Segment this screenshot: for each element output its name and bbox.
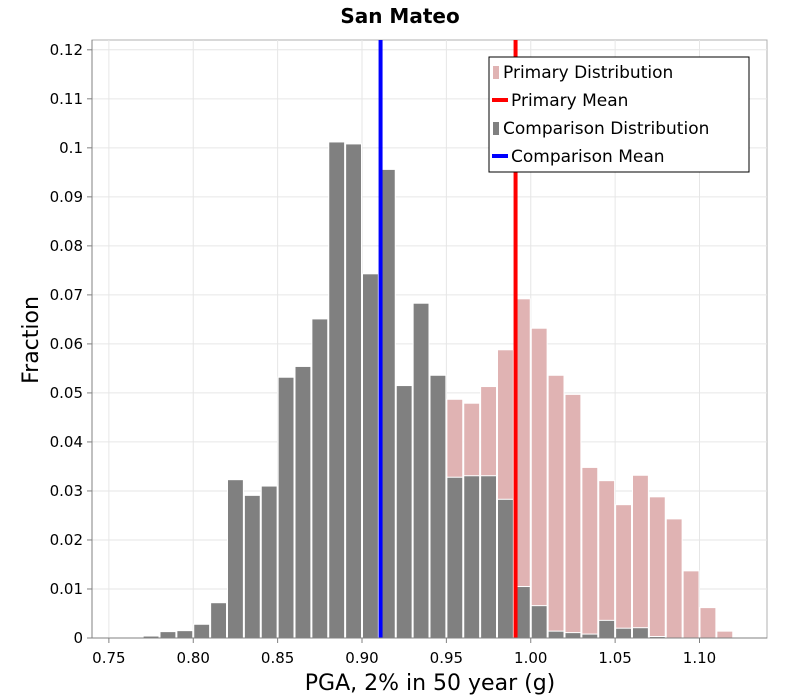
legend-label: Primary Distribution — [503, 63, 673, 83]
legend-swatch — [493, 122, 499, 135]
y-tick-label: 0.02 — [50, 531, 83, 549]
comparison-bar — [497, 498, 514, 639]
y-tick-labels: 0 0.01 0.02 0.03 0.04 0.05 0.06 0.07 0.08 0.09 0.1… — [50, 41, 92, 647]
primary-bar — [716, 630, 734, 639]
primary-bar — [564, 393, 582, 639]
x-tick-label: 1.00 — [514, 649, 547, 667]
comparison-bar — [632, 627, 649, 639]
x-tick-label: 0.80 — [177, 649, 210, 667]
y-tick-label: 0.04 — [50, 433, 83, 451]
comparison-bar — [243, 494, 261, 639]
primary-bar — [547, 374, 565, 639]
comparison-bar — [564, 632, 582, 639]
primary-bar — [648, 496, 666, 639]
x-tick-label: 1.10 — [683, 649, 716, 667]
y-tick-label: 0.01 — [50, 580, 83, 598]
legend-label: Comparison Distribution — [503, 119, 709, 139]
comparison-bar — [260, 485, 278, 639]
x-tick-label: 0.85 — [261, 649, 294, 667]
primary-bar — [598, 480, 616, 639]
primary-bar — [615, 504, 632, 639]
comparison-bar — [159, 631, 177, 639]
primary-bar — [665, 518, 683, 639]
comparison-bar — [463, 475, 481, 639]
comparison-bar — [581, 633, 599, 639]
comparison-bar — [615, 627, 632, 639]
y-tick-label: 0.07 — [50, 286, 83, 304]
y-axis-label: Fraction — [19, 296, 44, 384]
y-tick-label: 0.09 — [50, 188, 83, 206]
legend: Primary Distribution Primary Mean Comparis… — [488, 56, 750, 173]
comparison-bar — [277, 376, 295, 639]
comparison-bar — [480, 475, 497, 639]
chart-title: San Mateo — [340, 4, 459, 28]
y-tick-label: 0.06 — [50, 335, 83, 353]
x-tick-label: 1.05 — [598, 649, 631, 667]
comparison-bar — [412, 302, 430, 639]
y-tick-label: 0.03 — [50, 482, 83, 500]
y-tick-label: 0.08 — [50, 237, 83, 255]
comparison-distribution-bars — [108, 141, 666, 639]
x-axis-label: PGA, 2% in 50 year (g) — [305, 671, 556, 696]
comparison-bar — [227, 479, 244, 639]
y-tick-label: 0 — [73, 629, 83, 647]
y-tick-label: 0.1 — [59, 139, 83, 157]
comparison-bar — [598, 619, 616, 639]
comparison-bar — [193, 623, 211, 639]
comparison-bar — [210, 602, 227, 639]
comparison-bar — [547, 630, 565, 639]
y-tick-label: 0.12 — [50, 41, 83, 59]
x-tick-label: 0.75 — [92, 649, 125, 667]
comparison-bar — [530, 605, 548, 639]
primary-bar — [632, 474, 649, 639]
comparison-bar — [345, 143, 362, 639]
primary-bar — [581, 466, 599, 639]
comparison-bar — [429, 374, 447, 639]
primary-bar — [530, 327, 548, 639]
primary-bar — [699, 607, 717, 639]
comparison-bar — [446, 476, 464, 639]
legend-label: Comparison Mean — [511, 147, 665, 167]
comparison-bar — [311, 318, 329, 639]
x-tick-label: 0.90 — [345, 649, 378, 667]
primary-bar — [682, 570, 700, 639]
legend-swatch — [493, 66, 499, 79]
comparison-bar — [395, 385, 413, 639]
comparison-bar — [294, 365, 312, 639]
y-tick-label: 0.11 — [50, 90, 83, 108]
legend-label: Primary Mean — [511, 91, 628, 111]
comparison-bar — [328, 141, 346, 639]
y-tick-label: 0.05 — [50, 384, 83, 402]
x-tick-labels: 0.75 0.80 0.85 0.90 0.95 1.00 1.05 1.10 — [92, 638, 716, 667]
x-tick-label: 0.95 — [430, 649, 463, 667]
axes — [91, 40, 767, 639]
comparison-bar — [362, 273, 379, 639]
comparison-bar — [176, 630, 194, 639]
legend-box — [488, 56, 750, 173]
